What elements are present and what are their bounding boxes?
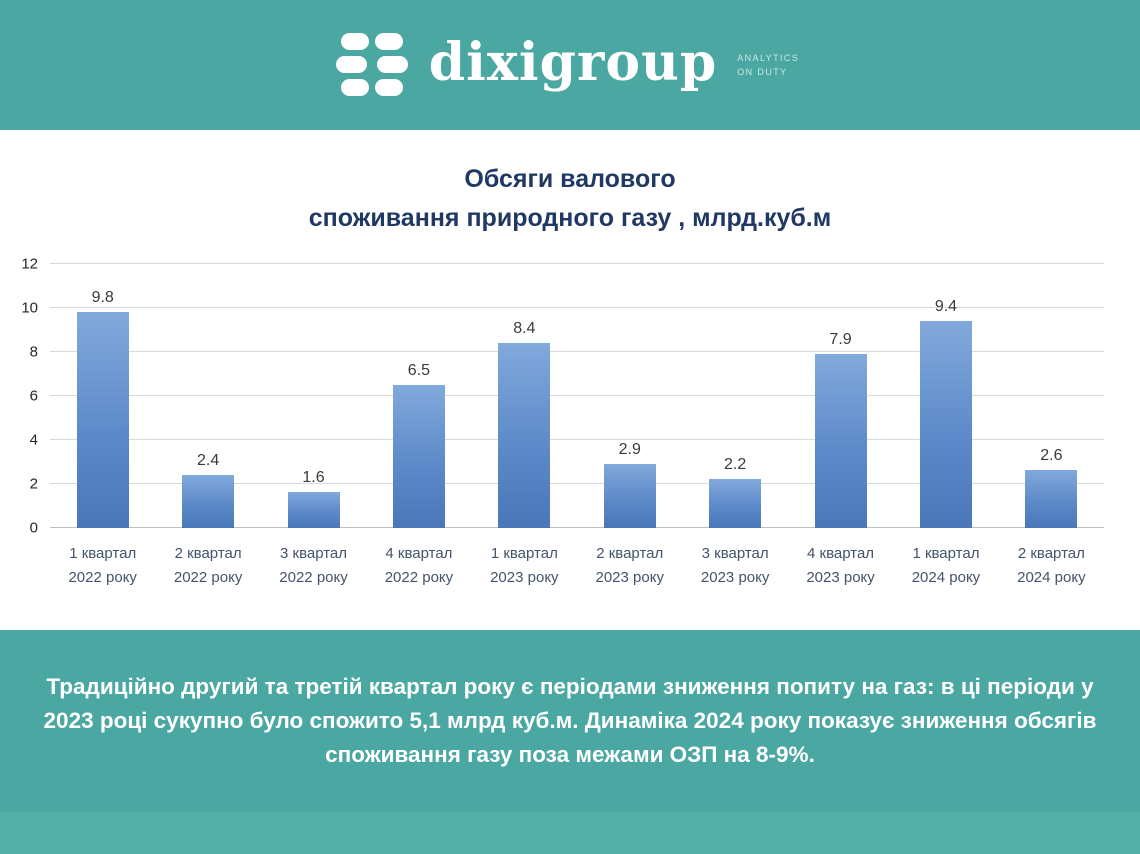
bar-value-label: 2.4 bbox=[196, 451, 220, 469]
bar bbox=[287, 492, 340, 528]
category-quarter: 1 квартал bbox=[69, 544, 137, 562]
category-quarter: 3 квартал bbox=[701, 544, 769, 562]
category-year: 2023 року bbox=[806, 568, 875, 586]
footer-banner: Традиційно другий та третій квартал року… bbox=[0, 630, 1140, 854]
bar-value-label: 6.5 bbox=[407, 361, 431, 379]
category-year: 2022 року bbox=[173, 568, 243, 586]
plot-area: 9.8 2.4 1.6 6.5 8.4 2.9 2.2 7.9 9.4 2.6 bbox=[50, 262, 1104, 528]
category-quarter: 3 квартал bbox=[280, 544, 348, 562]
bar bbox=[919, 320, 972, 528]
category-year: 2023 року bbox=[490, 568, 559, 586]
footer-bottom-strip bbox=[0, 812, 1140, 854]
category-year: 2024 року bbox=[1017, 568, 1086, 586]
x-axis-category-label: 3 квартал 2023 року bbox=[682, 542, 787, 590]
bar-slot-8: 7.9 bbox=[788, 264, 893, 528]
x-axis-category-label: 4 квартал 2022 року bbox=[366, 542, 471, 590]
bar-slot-2: 2.4 bbox=[155, 264, 260, 528]
y-axis-tick-label: 0 bbox=[29, 519, 38, 536]
x-axis-category-label: 4 квартал 2023 року bbox=[788, 542, 893, 590]
y-axis: 0 2 4 6 8 10 12 bbox=[10, 255, 46, 536]
brain-logo-icon bbox=[333, 29, 411, 101]
category-quarter: 4 квартал bbox=[385, 544, 453, 562]
bar-value-label: 2.9 bbox=[618, 440, 641, 458]
chart-section: Обсяги валового споживання природного га… bbox=[0, 130, 1140, 630]
y-axis-tick-label: 12 bbox=[21, 255, 38, 272]
bar-slot-6: 2.9 bbox=[577, 264, 682, 528]
category-year: 2023 року bbox=[700, 568, 770, 586]
category-year: 2022 року bbox=[68, 568, 137, 586]
bar-slot-7: 2.2 bbox=[682, 264, 787, 528]
bar bbox=[392, 384, 445, 528]
bar bbox=[182, 474, 235, 528]
gridline bbox=[50, 526, 1104, 528]
y-axis-tick-label: 2 bbox=[29, 475, 38, 492]
header-banner: dixigroup ANALYTICS ON DUTY bbox=[0, 0, 1140, 130]
gridline bbox=[50, 350, 1104, 352]
x-axis-category-label: 2 квартал 2024 року bbox=[999, 542, 1104, 590]
x-axis-category-label: 2 квартал 2022 року bbox=[155, 542, 260, 590]
dixigroup-logo: dixigroup ANALYTICS ON DUTY bbox=[333, 29, 807, 101]
bar bbox=[498, 342, 551, 528]
bar-slot-5: 8.4 bbox=[472, 264, 577, 528]
gridline bbox=[50, 438, 1104, 440]
category-quarter: 2 квартал bbox=[174, 544, 242, 562]
bar bbox=[76, 311, 129, 528]
bar-slot-4: 6.5 bbox=[366, 264, 471, 528]
bar bbox=[603, 463, 656, 528]
x-axis-category-label: 2 квартал 2023 року bbox=[577, 542, 682, 590]
y-axis-tick-label: 6 bbox=[29, 387, 38, 404]
bars-row: 9.8 2.4 1.6 6.5 8.4 2.9 2.2 7.9 9.4 2.6 bbox=[50, 264, 1104, 528]
logo-wordmark: dixigroup bbox=[428, 32, 718, 93]
bar-value-label: 9.8 bbox=[91, 288, 114, 306]
gridline bbox=[50, 394, 1104, 396]
x-axis: 1 квартал 2022 року 2 квартал 2022 року 3 кв… bbox=[50, 542, 1104, 590]
bar-value-label: 7.9 bbox=[829, 330, 852, 348]
y-axis-tick-label: 4 bbox=[29, 431, 38, 448]
y-axis-tick-label: 8 bbox=[29, 343, 38, 360]
bar-chart: 0 2 4 6 8 10 12 9.8 2.4 1.6 6.5 8.4 2.9 2.2 7.9 9.4 2.6… bbox=[10, 252, 1104, 612]
bar-value-label: 8.4 bbox=[513, 319, 536, 337]
bar bbox=[814, 353, 867, 528]
footer-text: Традиційно другий та третій квартал року… bbox=[43, 674, 1097, 767]
x-axis-category-label: 3 квартал 2022 року bbox=[261, 542, 366, 590]
bar-slot-9: 9.4 bbox=[893, 264, 998, 528]
category-quarter: 2 квартал bbox=[1017, 544, 1085, 562]
bar bbox=[709, 479, 762, 528]
bar-value-label: 2.2 bbox=[724, 456, 747, 474]
chart-title: Обсяги валового споживання природного га… bbox=[0, 160, 1140, 238]
x-axis-category-label: 1 квартал 2024 року bbox=[893, 542, 998, 590]
bar-value-label: 1.6 bbox=[302, 469, 325, 487]
category-quarter: 1 квартал bbox=[912, 544, 980, 562]
category-quarter: 4 квартал bbox=[807, 544, 875, 562]
y-axis-tick-label: 10 bbox=[21, 299, 38, 316]
bar-value-label: 2.6 bbox=[1040, 447, 1063, 465]
category-quarter: 1 квартал bbox=[490, 544, 558, 562]
chart-title-line1: Обсяги валового bbox=[464, 165, 676, 193]
bar-value-label: 9.4 bbox=[934, 297, 958, 315]
bar-slot-10: 2.6 bbox=[999, 264, 1104, 528]
bar-slot-1: 9.8 bbox=[50, 264, 155, 528]
bar bbox=[1025, 470, 1078, 528]
gridline bbox=[50, 262, 1104, 264]
x-axis-category-label: 1 квартал 2022 року bbox=[50, 542, 155, 590]
category-year: 2023 року bbox=[595, 568, 664, 586]
category-quarter: 2 квартал bbox=[596, 544, 664, 562]
chart-title-line2: споживання природного газу , млрд.куб.м bbox=[308, 203, 832, 232]
logo-tagline: ANALYTICS ON DUTY bbox=[737, 52, 800, 77]
category-year: 2022 року bbox=[384, 568, 454, 586]
gridline bbox=[50, 306, 1104, 308]
category-year: 2024 року bbox=[911, 568, 981, 586]
category-year: 2022 року bbox=[279, 568, 348, 586]
x-axis-category-label: 1 квартал 2023 року bbox=[472, 542, 577, 590]
gridline bbox=[50, 482, 1104, 484]
bar-slot-3: 1.6 bbox=[261, 264, 366, 528]
